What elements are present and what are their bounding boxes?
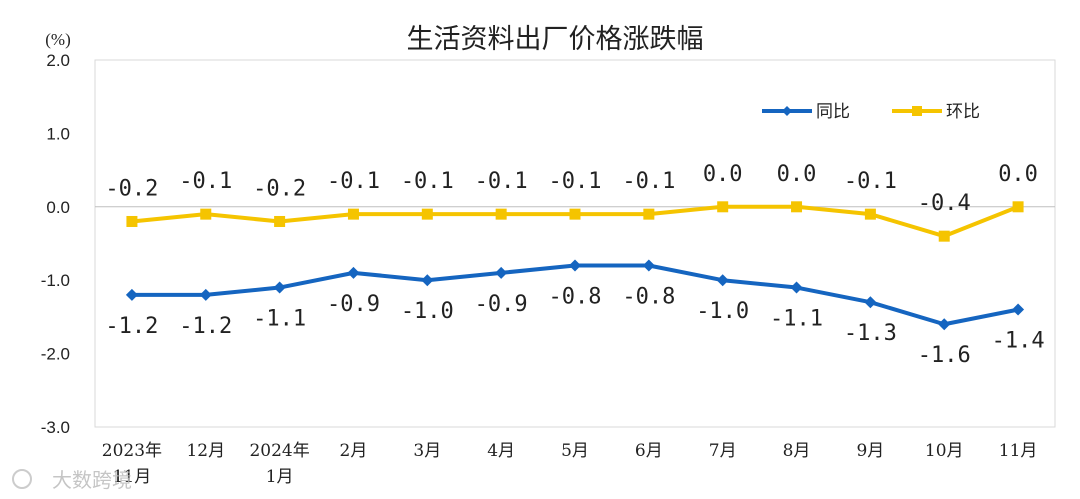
data-label-yoy: -1.4	[992, 329, 1045, 354]
watermark-text: 大数跨境	[52, 468, 132, 492]
data-point-mom	[569, 208, 581, 220]
y-axis-unit: (%)	[45, 30, 70, 49]
data-point-mom	[200, 208, 212, 220]
y-axis: 2.0 1.0 0.0 -1.0 -2.0 -3.0	[41, 51, 70, 437]
data-label-yoy: -1.2	[105, 314, 158, 339]
data-label-yoy: -0.8	[549, 285, 602, 310]
data-label-yoy: -1.0	[696, 299, 749, 324]
x-tick-label: 6月	[635, 441, 663, 461]
x-tick-label: 12月	[186, 441, 225, 461]
y-tick-label: -1.0	[41, 271, 70, 290]
data-point-yoy	[273, 281, 286, 294]
legend-label-mom: 环比	[946, 102, 980, 122]
data-point-mom	[791, 201, 803, 213]
watermark: 大数跨境	[12, 468, 132, 492]
data-point-mom	[495, 208, 507, 220]
data-label-mom: -0.1	[179, 169, 232, 194]
x-tick-label: 3月	[413, 441, 441, 461]
data-point-mom	[274, 215, 286, 227]
data-point-mom	[864, 208, 876, 220]
legend-marker-yoy	[782, 106, 792, 116]
data-point-yoy	[1012, 303, 1025, 316]
data-point-yoy	[421, 274, 434, 287]
data-label-yoy: -1.1	[770, 307, 823, 332]
data-label-yoy: -0.9	[475, 292, 528, 317]
y-tick-label: -3.0	[41, 418, 70, 437]
data-label-mom: -0.1	[475, 169, 528, 194]
data-point-yoy	[642, 259, 655, 272]
data-label-yoy: -1.1	[253, 307, 306, 332]
x-tick-label: 5月	[561, 441, 589, 461]
data-label-mom: -0.1	[327, 169, 380, 194]
y-tick-label: 2.0	[46, 51, 70, 70]
x-tick-label: 4月	[487, 441, 515, 461]
data-label-mom: -0.1	[401, 169, 454, 194]
data-point-mom	[938, 230, 950, 242]
y-tick-label: 1.0	[46, 124, 70, 143]
data-label-yoy: -1.0	[401, 299, 454, 324]
data-label-mom: -0.2	[105, 176, 158, 201]
chart-title: 生活资料出厂价格涨跌幅	[407, 24, 704, 55]
y-tick-label: -2.0	[41, 345, 70, 364]
data-point-yoy	[790, 281, 803, 294]
watermark-logo-icon	[12, 469, 32, 489]
x-tick-label: 8月	[783, 441, 811, 461]
data-label-mom: -0.1	[844, 169, 897, 194]
data-label-mom: 0.0	[777, 162, 817, 187]
data-label-yoy: -1.2	[179, 314, 232, 339]
x-tick-label: 1月	[266, 467, 294, 487]
legend: 同比 环比	[762, 102, 980, 122]
data-point-yoy	[569, 259, 581, 272]
data-label-yoy: -1.3	[844, 321, 897, 346]
data-label-mom: -0.1	[622, 169, 675, 194]
y-tick-label: 0.0	[46, 198, 70, 217]
data-point-yoy	[938, 318, 951, 331]
x-tick-label: 7月	[709, 441, 737, 461]
data-point-yoy	[199, 288, 212, 301]
data-point-mom	[421, 208, 433, 220]
data-point-yoy	[716, 274, 729, 287]
data-point-mom	[347, 208, 359, 220]
x-tick-label: 9月	[856, 441, 884, 461]
plot-frame	[94, 59, 1056, 428]
data-point-mom	[126, 215, 138, 227]
data-point-mom	[643, 208, 655, 220]
x-tick-label: 2023年	[102, 441, 162, 461]
x-tick-label: 11月	[113, 467, 152, 487]
data-label-mom: -0.1	[549, 169, 602, 194]
x-tick-label: 2月	[340, 441, 368, 461]
x-tick-label: 2024年	[249, 441, 309, 461]
data-label-mom: -0.4	[918, 191, 971, 216]
data-label-mom: -0.2	[253, 176, 306, 201]
x-tick-label: 11月	[999, 441, 1038, 461]
series-layer: -1.2 -1.2 -1.1 -0.9 -1.0 -0.9 -0.8 -0.8 -1.0 -1.1…	[105, 162, 1044, 368]
legend-marker-mom	[912, 106, 922, 116]
data-point-mom	[717, 201, 729, 213]
data-point-mom	[1012, 201, 1024, 213]
data-point-yoy	[347, 266, 360, 279]
x-axis: 2023年 11月 12月 2024年 1月 2月 3月 4月 5月 6月 7月 8月 9月 10月 11月	[102, 441, 1038, 487]
legend-label-yoy: 同比	[816, 102, 850, 122]
data-label-yoy: -0.9	[327, 292, 380, 317]
data-label-mom: 0.0	[703, 162, 743, 187]
data-point-yoy	[864, 296, 877, 309]
data-point-yoy	[125, 288, 138, 301]
x-tick-label: 10月	[925, 441, 964, 461]
data-label-yoy: -1.6	[918, 343, 971, 368]
data-label-yoy: -0.8	[622, 285, 675, 310]
data-point-yoy	[495, 266, 508, 279]
data-label-mom: 0.0	[998, 162, 1038, 187]
